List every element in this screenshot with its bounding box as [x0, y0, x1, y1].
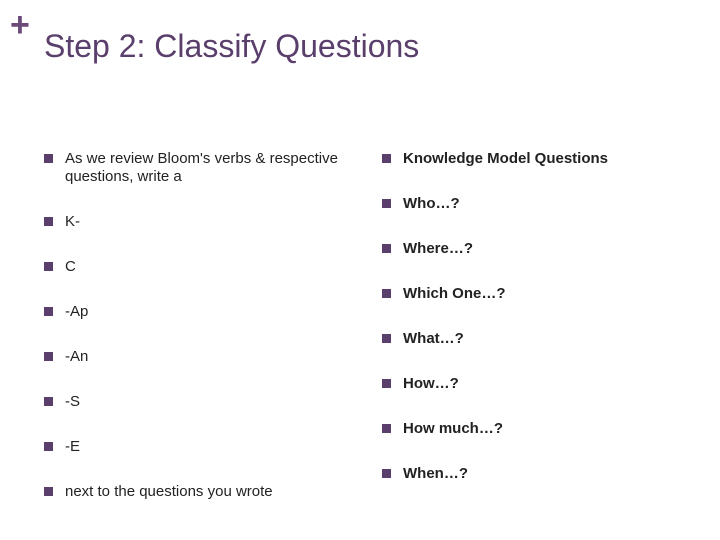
- list-item: What…?: [382, 330, 680, 348]
- square-bullet-icon: [382, 244, 391, 253]
- list-item-text: -E: [65, 438, 342, 456]
- list-item-text: Who…?: [403, 195, 680, 213]
- content-columns: As we review Bloom's verbs & respective …: [44, 150, 680, 528]
- list-item-text: Knowledge Model Questions: [403, 150, 680, 168]
- list-item: Where…?: [382, 240, 680, 258]
- square-bullet-icon: [44, 307, 53, 316]
- square-bullet-icon: [44, 217, 53, 226]
- list-item-text: What…?: [403, 330, 680, 348]
- list-item-text: As we review Bloom's verbs & respective …: [65, 150, 342, 186]
- list-item: -E: [44, 438, 342, 456]
- square-bullet-icon: [382, 289, 391, 298]
- list-item: Who…?: [382, 195, 680, 213]
- list-item: -S: [44, 393, 342, 411]
- square-bullet-icon: [382, 199, 391, 208]
- slide-title: Step 2: Classify Questions: [44, 28, 419, 65]
- list-item-text: -S: [65, 393, 342, 411]
- list-item-text: Where…?: [403, 240, 680, 258]
- list-item-text: Which One…?: [403, 285, 680, 303]
- list-item: C: [44, 258, 342, 276]
- square-bullet-icon: [382, 334, 391, 343]
- list-item: When…?: [382, 465, 680, 483]
- square-bullet-icon: [44, 487, 53, 496]
- list-item: Knowledge Model Questions: [382, 150, 680, 168]
- list-item-text: When…?: [403, 465, 680, 483]
- left-column: As we review Bloom's verbs & respective …: [44, 150, 362, 528]
- list-item: -Ap: [44, 303, 342, 321]
- square-bullet-icon: [44, 154, 53, 163]
- list-item-text: How…?: [403, 375, 680, 393]
- list-item: -An: [44, 348, 342, 366]
- list-item-text: C: [65, 258, 342, 276]
- square-bullet-icon: [44, 352, 53, 361]
- square-bullet-icon: [44, 442, 53, 451]
- list-item: How…?: [382, 375, 680, 393]
- list-item-text: K-: [65, 213, 342, 231]
- plus-icon: +: [10, 8, 30, 42]
- square-bullet-icon: [382, 424, 391, 433]
- square-bullet-icon: [382, 469, 391, 478]
- square-bullet-icon: [44, 262, 53, 271]
- list-item: Which One…?: [382, 285, 680, 303]
- list-item: next to the questions you wrote: [44, 483, 342, 501]
- right-column: Knowledge Model Questions Who…? Where…? Whi…: [362, 150, 680, 528]
- square-bullet-icon: [382, 379, 391, 388]
- list-item-text: How much…?: [403, 420, 680, 438]
- list-item: How much…?: [382, 420, 680, 438]
- list-item: K-: [44, 213, 342, 231]
- list-item: As we review Bloom's verbs & respective …: [44, 150, 342, 186]
- square-bullet-icon: [382, 154, 391, 163]
- list-item-text: -Ap: [65, 303, 342, 321]
- list-item-text: next to the questions you wrote: [65, 483, 342, 501]
- square-bullet-icon: [44, 397, 53, 406]
- list-item-text: -An: [65, 348, 342, 366]
